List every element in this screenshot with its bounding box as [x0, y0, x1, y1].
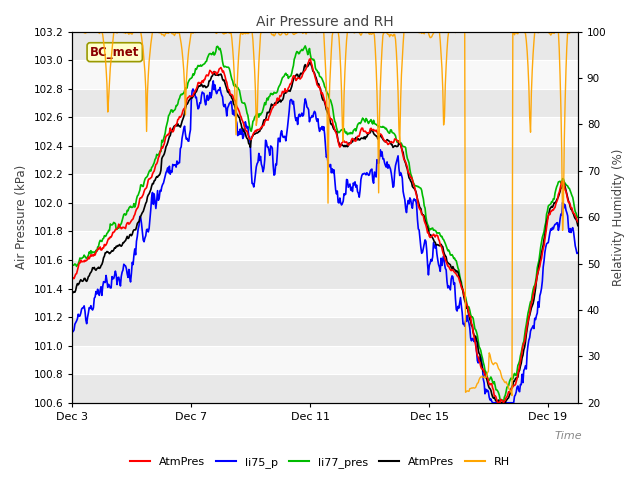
Bar — [72, 374, 578, 403]
Y-axis label: Air Pressure (kPa): Air Pressure (kPa) — [15, 165, 28, 269]
Text: BC_met: BC_met — [90, 46, 140, 59]
Bar — [72, 260, 578, 288]
Bar — [72, 32, 578, 60]
Bar — [72, 146, 578, 174]
Bar — [72, 89, 578, 117]
Bar — [72, 60, 578, 89]
Bar — [72, 117, 578, 146]
Bar — [72, 317, 578, 346]
Bar — [72, 231, 578, 260]
Bar — [72, 203, 578, 231]
Text: Time: Time — [555, 431, 582, 441]
Legend: AtmPres, li75_p, li77_pres, AtmPres, RH: AtmPres, li75_p, li77_pres, AtmPres, RH — [125, 452, 515, 472]
Bar — [72, 346, 578, 374]
Title: Air Pressure and RH: Air Pressure and RH — [256, 15, 394, 29]
Bar — [72, 174, 578, 203]
Y-axis label: Relativity Humidity (%): Relativity Humidity (%) — [612, 148, 625, 286]
Bar — [72, 288, 578, 317]
